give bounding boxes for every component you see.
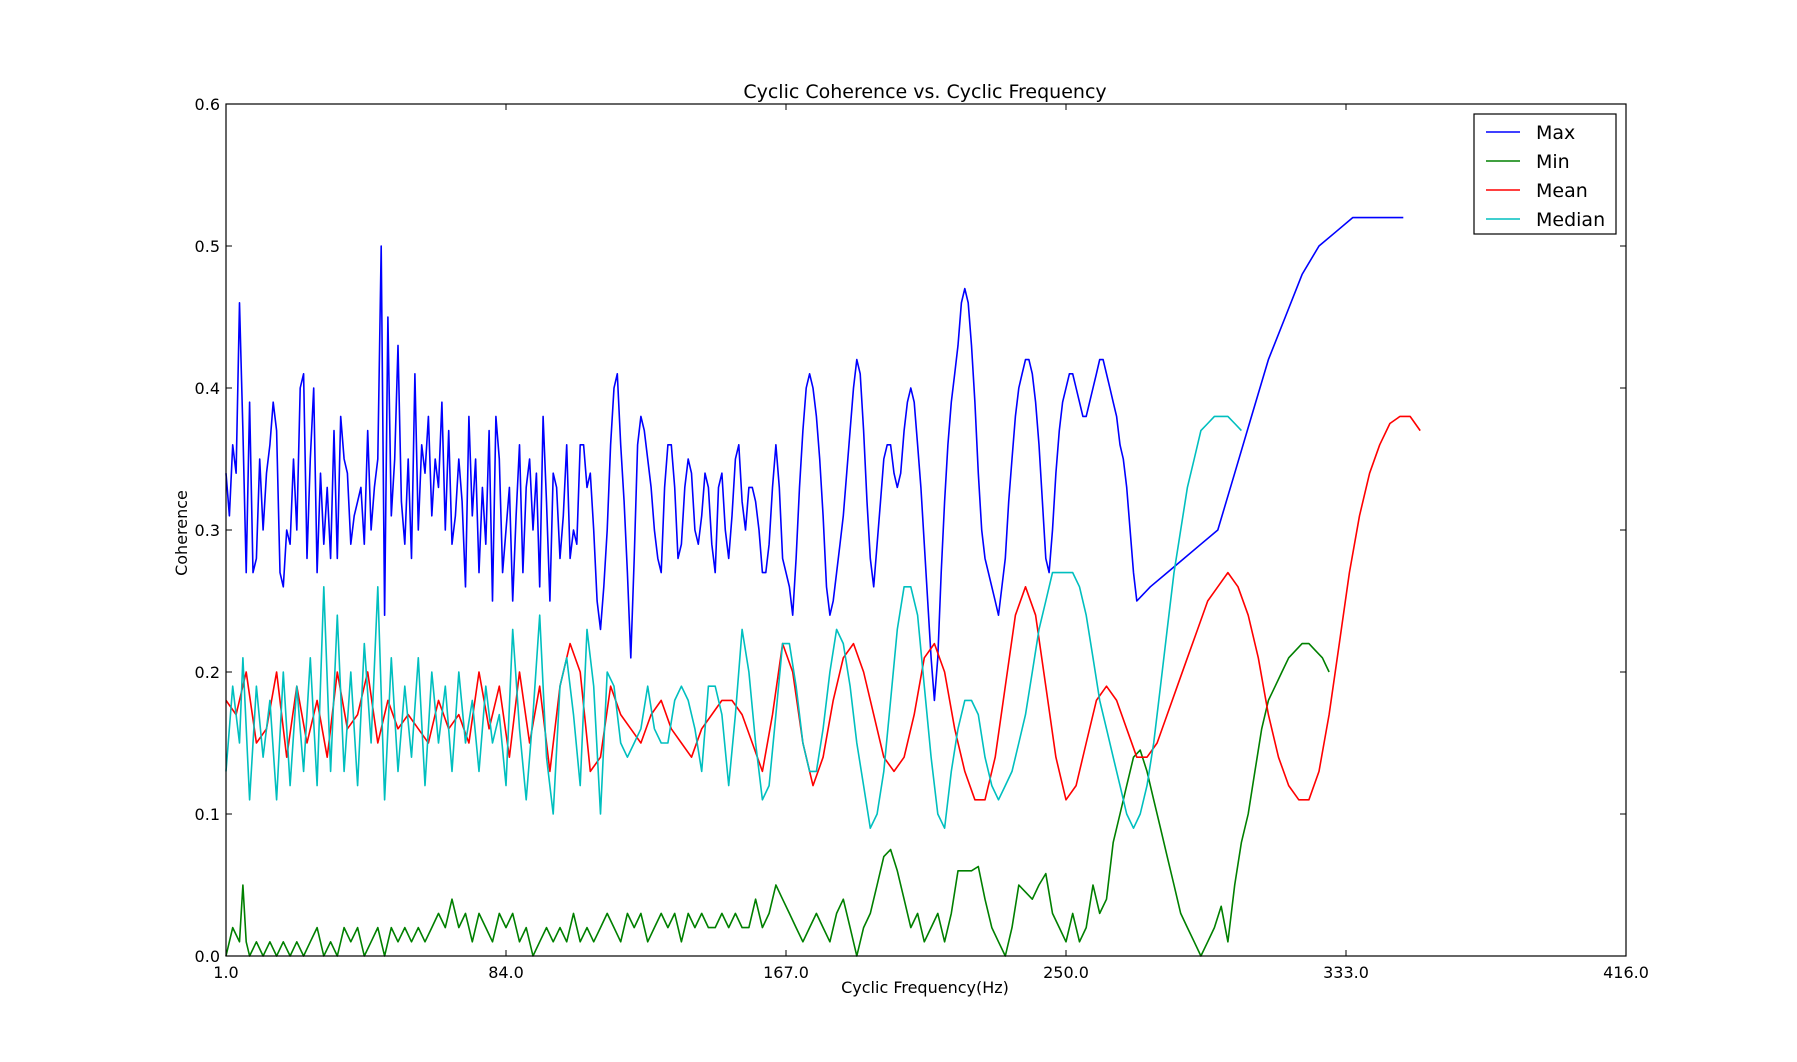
y-tick-label: 0.1: [195, 805, 220, 824]
legend-label-max: Max: [1536, 122, 1575, 144]
plot-frame: [225, 103, 1627, 957]
x-tick-label: 84.0: [488, 963, 524, 982]
y-tick-label: 0.0: [195, 947, 220, 966]
y-tick-label: 0.3: [195, 521, 220, 540]
series-line-mean: [225, 415, 1421, 801]
x-tick-label: 167.0: [763, 963, 809, 982]
y-axis-label: Coherence: [172, 490, 191, 576]
y-tick-label: 0.2: [195, 663, 220, 682]
axis-ticks: 1.0 84.0 167.0 250.0 333.0 416.0 0.0 0.1 0.2 0.3 0…: [195, 95, 1649, 982]
series-line-min: [225, 642, 1330, 957]
y-tick-label: 0.4: [195, 379, 220, 398]
legend-label-mean: Mean: [1536, 180, 1588, 202]
x-axis-label: Cyclic Frequency(Hz): [841, 978, 1009, 997]
x-tick-label: 1.0: [213, 963, 238, 982]
series-line-median: [225, 415, 1242, 830]
legend: Max Min Mean Median: [1473, 113, 1617, 235]
y-tick-label: 0.6: [195, 95, 220, 114]
x-tick-label: 416.0: [1603, 963, 1649, 982]
y-tick-label: 0.5: [195, 237, 220, 256]
series-line-max: [225, 216, 1404, 702]
x-tick-label: 250.0: [1043, 963, 1089, 982]
series-lines: [225, 216, 1421, 957]
legend-box: [1473, 113, 1617, 235]
chart-title: Cyclic Coherence vs. Cyclic Frequency: [743, 81, 1106, 103]
x-tick-label: 333.0: [1323, 963, 1369, 982]
legend-label-median: Median: [1536, 209, 1605, 231]
legend-label-min: Min: [1536, 151, 1570, 173]
